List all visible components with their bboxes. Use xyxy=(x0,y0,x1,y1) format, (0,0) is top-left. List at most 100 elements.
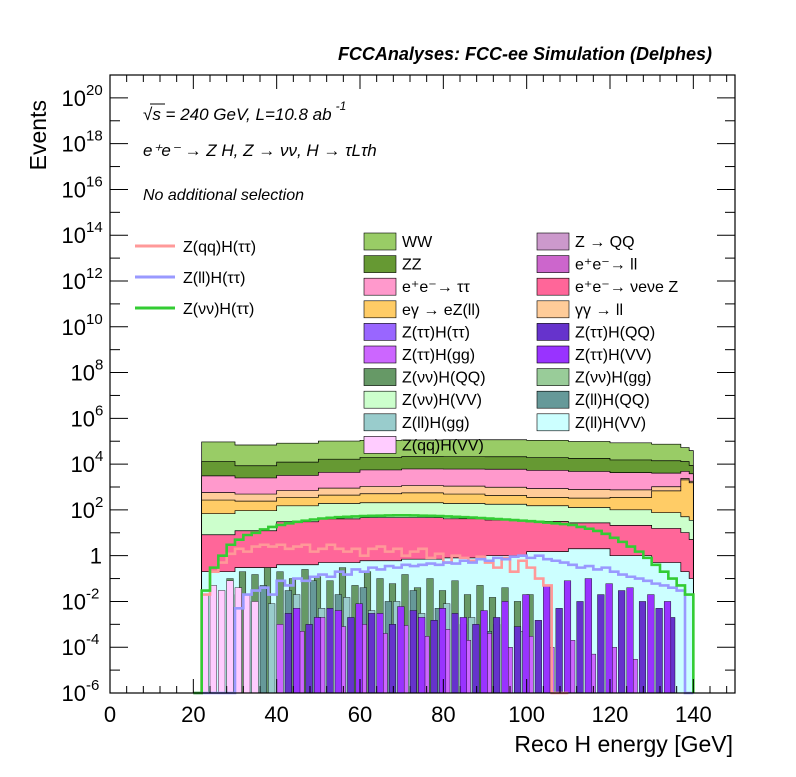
y-tick-label-10: 10 xyxy=(62,315,86,340)
legend-swatch-z-ll-h-qq xyxy=(536,390,570,409)
spike-bar-4-2 xyxy=(326,608,334,694)
legend-label-z-h: Z(ττ)H(ττ) xyxy=(402,324,470,341)
spike-bar-4-17 xyxy=(638,601,647,694)
x-axis-ticks: 0 20 40 60 80 100 120 140 xyxy=(104,75,728,727)
y-tick-label-8: 10 xyxy=(71,361,95,386)
legend-label-z-ll-h-vv: Z(ll)H(VV) xyxy=(575,415,646,432)
legend-label-z-h-qq: Z(νν)H(QQ) xyxy=(402,370,486,387)
y-tick-label-14: 10 xyxy=(62,223,86,248)
spike-bar-5-7 xyxy=(438,608,447,694)
y-tick-exponent--4: -4 xyxy=(86,631,99,648)
spike-bar-5-16 xyxy=(626,587,634,694)
spike-bar-5-15 xyxy=(605,583,613,694)
spike-bar-4-10 xyxy=(493,617,501,694)
legend-swatch-z-h-gg xyxy=(363,345,397,364)
spike-bar-4-9 xyxy=(472,624,480,694)
spike-bar-5-18 xyxy=(663,601,672,694)
y-tick-exponent-12: 12 xyxy=(86,265,103,282)
legend-swatch-ww xyxy=(363,232,397,251)
x-tick-label-140: 140 xyxy=(675,702,712,727)
y-tick-label-12: 10 xyxy=(62,269,86,294)
y-tick-label-16: 10 xyxy=(62,177,86,202)
y-tick-exponent-20: 20 xyxy=(86,82,103,99)
y-tick-label--2: 10 xyxy=(62,589,86,614)
legend-swatch-z-qq xyxy=(536,232,570,251)
y-tick-label--6: 10 xyxy=(62,681,86,706)
legend-label-z-h-vv: Z(νν)H(VV) xyxy=(402,392,482,409)
spike-bar-6-3 xyxy=(226,580,234,694)
spike-bar-4-4 xyxy=(368,613,376,694)
spike-bar-4-15 xyxy=(597,594,605,694)
spike-bar-4-0 xyxy=(284,613,292,694)
legend-label-z-ll-h-gg: Z(ll)H(gg) xyxy=(402,415,470,432)
spike-bar-6-6 xyxy=(251,601,259,694)
spike-bar-5-17 xyxy=(647,594,655,694)
signal-legend-label-z-h: Z(νν)H(ττ) xyxy=(183,301,254,318)
y-tick-label--4: 10 xyxy=(62,635,86,660)
legend-swatch-ll xyxy=(536,300,570,319)
spike-bar-5-4 xyxy=(376,613,384,694)
legend-swatch-z-h-qq xyxy=(363,368,397,386)
y-tick-exponent-18: 18 xyxy=(86,128,103,145)
x-tick-label-0: 0 xyxy=(104,702,116,727)
x-tick-label-100: 100 xyxy=(508,702,545,727)
legend-swatch-e-e-e-e-z xyxy=(536,277,570,296)
y-tick-exponent-10: 10 xyxy=(86,311,103,328)
spike-histograms xyxy=(201,567,676,694)
legend-label-z-h-qq: Z(ττ)H(QQ) xyxy=(575,324,655,341)
legend-swatch-z-h-gg xyxy=(536,368,570,386)
y-tick-exponent-14: 14 xyxy=(86,219,103,236)
x-tick-label-80: 80 xyxy=(431,702,455,727)
chart-header: FCCAnalyses: FCC-ee Simulation (Delphes) xyxy=(338,44,712,64)
x-tick-label-20: 20 xyxy=(181,702,205,727)
spike-bar-4-16 xyxy=(618,590,626,694)
legend-label-ww: WW xyxy=(402,234,433,251)
annotation-energy-lumi: √s = 240 GeV, L=10.8 ab -1 xyxy=(143,99,346,124)
annotation-process: e⁺e⁻ → Z H, Z → νν, H → τLτh xyxy=(143,141,377,160)
plot-frame xyxy=(109,74,736,694)
y-tick-exponent-2: 2 xyxy=(95,494,103,511)
signal-z-ll-h xyxy=(193,554,694,695)
spike-bar-5-13 xyxy=(563,580,572,694)
legend-label-z-qq-h-vv: Z(qq)H(VV) xyxy=(402,437,484,454)
legend-label-z-qq: Z → QQ xyxy=(575,234,635,251)
y-tick-exponent-8: 8 xyxy=(95,357,103,374)
spike-bar-5-10 xyxy=(501,601,509,694)
legend-swatch-e-e-ll xyxy=(536,255,570,273)
signal-legend-label-z-qq-h: Z(qq)H(ττ) xyxy=(183,239,256,256)
spike-bar-4-7 xyxy=(430,620,438,694)
y-tick-label-2: 10 xyxy=(71,498,95,523)
spike-bar-5-1 xyxy=(313,617,322,694)
legend-swatch-z-h-vv xyxy=(363,390,397,409)
spike-bar-1-1 xyxy=(259,585,267,694)
spike-bar-5-9 xyxy=(480,610,488,694)
spike-bar-4-3 xyxy=(347,617,355,694)
legend-label-z-ll-h-qq: Z(ll)H(QQ) xyxy=(575,392,650,409)
legend-swatch-z-ll-h-gg xyxy=(363,413,397,432)
legend-label-z-h-gg: Z(νν)H(gg) xyxy=(575,370,651,387)
legend-label-ll: γγ → ll xyxy=(575,302,623,319)
spike-bar-5-2 xyxy=(334,610,342,694)
y-tick-exponent--2: -2 xyxy=(86,585,99,602)
y-tick-label-20: 10 xyxy=(62,86,86,111)
background-legend: WW Z → QQ ZZ e⁺e⁻→ ll e⁺e⁻→ ττ e⁺e⁻→ νeνe Z eγ… xyxy=(363,232,678,454)
legend-label-z-h-vv: Z(ττ)H(VV) xyxy=(575,347,652,364)
signal-z-h xyxy=(193,514,695,695)
legend-swatch-z-ll-h-vv xyxy=(536,413,570,432)
y-tick-exponent-16: 16 xyxy=(86,173,103,190)
legend-swatch-zz xyxy=(363,255,397,273)
spike-bar-4-13 xyxy=(555,608,563,694)
legend-label-e-ez-ll: eγ → eZ(ll) xyxy=(402,302,480,319)
y-tick-exponent--6: -6 xyxy=(86,677,99,694)
spike-bar-5-0 xyxy=(293,608,301,694)
spike-bar-4-8 xyxy=(451,613,459,694)
spike-bar-4-5 xyxy=(388,624,397,694)
legend-swatch-z-h-vv xyxy=(536,345,570,364)
legend-swatch-z-h-qq xyxy=(536,323,570,341)
y-tick-exponent-4: 4 xyxy=(95,448,103,465)
spike-bar-5-11 xyxy=(522,594,530,694)
x-tick-label-40: 40 xyxy=(264,702,288,727)
